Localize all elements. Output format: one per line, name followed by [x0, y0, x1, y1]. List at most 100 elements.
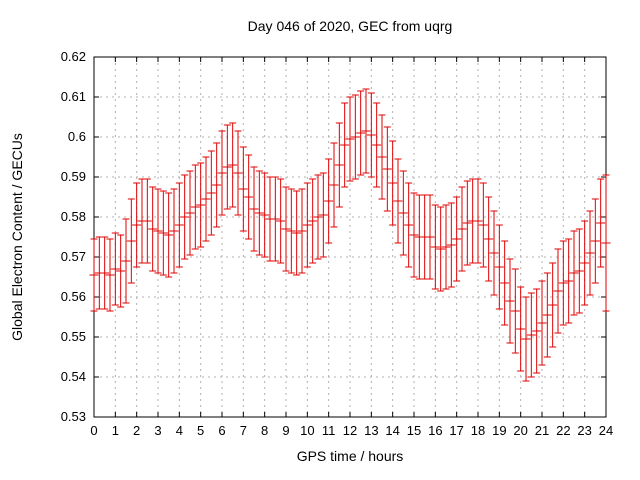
error-bar — [89, 238, 99, 312]
error-bar — [526, 292, 536, 378]
error-bar — [382, 126, 392, 212]
x-tick-label: 3 — [154, 423, 161, 438]
error-bar — [446, 202, 456, 288]
x-tick-labels: 0 1 2 3 4 5 6 7 8 9 10 11 12 13 14 15 16 17 18 19 20 21 22 23 24 — [90, 423, 613, 438]
x-tick-label: 6 — [218, 423, 225, 438]
x-tick-label: 4 — [176, 423, 183, 438]
y-tick-label: 0.57 — [61, 249, 86, 264]
error-bar — [532, 288, 542, 374]
error-bar — [478, 182, 488, 268]
error-bar-series — [89, 88, 611, 382]
x-tick-label: 13 — [364, 423, 378, 438]
error-bar — [473, 178, 483, 264]
error-bar — [590, 198, 600, 284]
error-bar — [249, 166, 259, 252]
y-tick-label: 0.62 — [61, 49, 86, 64]
error-bar — [377, 114, 387, 200]
error-bar — [334, 122, 344, 208]
y-axis-label: Global Electron Content / GECUs — [9, 133, 25, 341]
x-tick-label: 21 — [535, 423, 549, 438]
error-bar — [345, 96, 355, 182]
x-tick-label: 7 — [240, 423, 247, 438]
error-bar — [356, 90, 366, 176]
error-bar — [201, 156, 211, 242]
error-bar — [254, 170, 264, 256]
y-tick-label: 0.55 — [61, 329, 86, 344]
error-bar — [228, 122, 238, 208]
error-bar — [206, 150, 216, 236]
error-bar — [505, 258, 515, 344]
x-tick-label: 9 — [282, 423, 289, 438]
x-tick-label: 11 — [322, 423, 336, 438]
error-bar — [537, 280, 547, 366]
x-tick-label: 17 — [449, 423, 463, 438]
error-bar — [329, 142, 339, 228]
x-tick-label: 22 — [556, 423, 570, 438]
x-axis-label: GPS time / hours — [296, 448, 404, 464]
error-bar — [462, 180, 472, 266]
error-bar — [116, 234, 126, 308]
error-bar — [521, 296, 531, 382]
error-bar — [222, 124, 232, 210]
error-bar — [100, 236, 110, 310]
error-bar — [286, 188, 296, 274]
error-bar — [302, 182, 312, 268]
x-tick-label: 0 — [90, 423, 97, 438]
x-tick-label: 12 — [343, 423, 357, 438]
error-bar — [142, 178, 152, 264]
error-bar — [585, 210, 595, 296]
error-bar — [126, 198, 136, 284]
error-bar — [313, 174, 323, 260]
error-bar — [393, 158, 403, 244]
error-bar — [601, 174, 611, 312]
x-tick-label: 8 — [261, 423, 268, 438]
error-bar — [110, 232, 120, 306]
error-bar — [441, 204, 451, 290]
error-bar — [340, 102, 350, 188]
error-bar — [190, 164, 200, 250]
error-bar — [148, 186, 158, 272]
error-bar — [350, 94, 360, 180]
x-tick-label: 24 — [599, 423, 613, 438]
error-bar — [174, 182, 184, 268]
error-bar — [180, 174, 190, 260]
error-bar — [430, 204, 440, 290]
x-tick-label: 20 — [513, 423, 527, 438]
error-bar — [281, 186, 291, 272]
error-bar — [452, 196, 462, 282]
error-bar — [366, 92, 376, 178]
error-bar — [404, 182, 414, 268]
error-bar — [270, 176, 280, 262]
error-bar — [196, 162, 206, 248]
x-tick-label: 18 — [471, 423, 485, 438]
error-bar — [121, 218, 131, 304]
error-bar — [324, 158, 334, 244]
error-bar — [510, 268, 520, 354]
error-bar — [217, 130, 227, 216]
error-bar — [542, 272, 552, 358]
error-bar — [569, 230, 579, 316]
chart-title: Day 046 of 2020, GEC from uqrg — [247, 18, 453, 34]
error-bar — [153, 188, 163, 274]
error-bar — [425, 194, 435, 280]
error-bar — [409, 192, 419, 278]
error-bar — [548, 262, 558, 348]
y-tick-labels: 0.53 0.54 0.55 0.56 0.57 0.58 0.59 0.6 0.61 0.62 — [61, 49, 86, 424]
x-tick-label: 1 — [112, 423, 119, 438]
error-bar — [484, 196, 494, 282]
x-tick-label: 2 — [133, 423, 140, 438]
axis-ticks — [93, 56, 607, 418]
error-bar — [238, 146, 248, 232]
error-bar — [276, 178, 286, 264]
x-tick-label: 16 — [428, 423, 442, 438]
y-tick-label: 0.61 — [61, 89, 86, 104]
x-tick-label: 5 — [197, 423, 204, 438]
y-tick-label: 0.53 — [61, 409, 86, 424]
error-bar — [233, 130, 243, 216]
x-tick-label: 15 — [407, 423, 421, 438]
error-bar — [388, 140, 398, 226]
error-bar — [185, 170, 195, 256]
error-bar — [105, 238, 115, 312]
x-tick-label: 23 — [577, 423, 591, 438]
